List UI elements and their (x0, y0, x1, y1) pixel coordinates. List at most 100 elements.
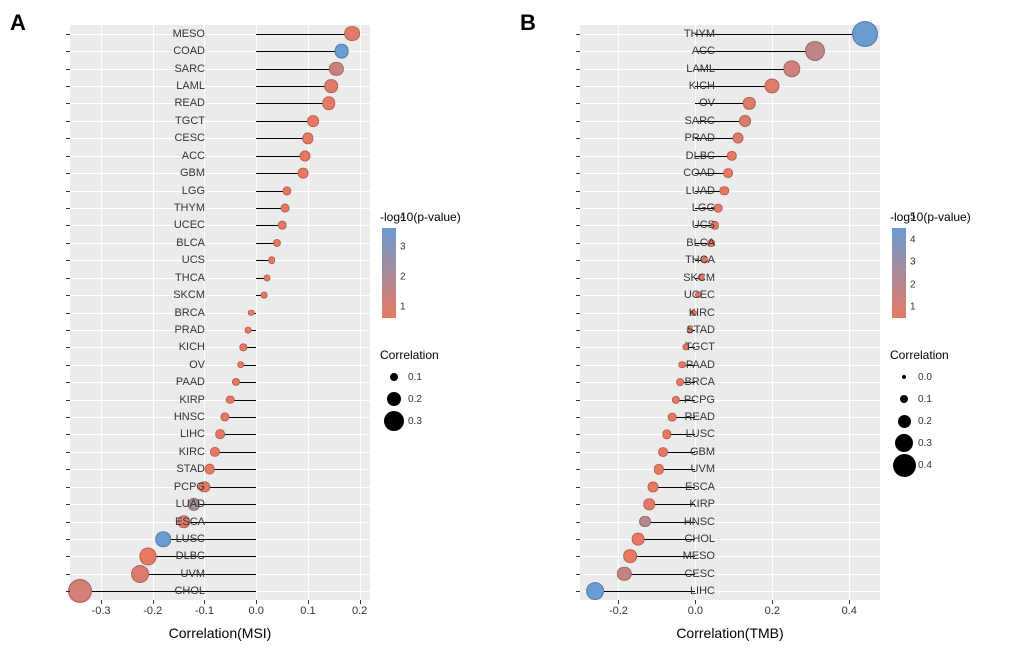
lollipop-stem (256, 138, 308, 139)
category-label: KIRP (145, 394, 205, 406)
category-label: LGG (655, 202, 715, 214)
lollipop-dot (765, 78, 780, 93)
lollipop-dot (278, 221, 287, 230)
lollipop-dot (732, 133, 743, 144)
category-label: BRCA (655, 376, 715, 388)
category-label: KIRP (655, 498, 715, 510)
legend-size-title: Correlation (890, 348, 1010, 362)
lollipop-dot (210, 447, 220, 457)
x-tick-label: -0.2 (143, 605, 162, 617)
legend-size-item: 0.2 (380, 388, 500, 410)
category-label: BRCA (145, 307, 205, 319)
category-label: UCS (145, 254, 205, 266)
category-label: READ (145, 97, 205, 109)
lollipop-dot (344, 26, 360, 42)
category-label: KICH (655, 80, 715, 92)
lollipop-stem (204, 487, 256, 488)
lollipop-dot (723, 168, 733, 178)
category-label: ESCA (655, 481, 715, 493)
category-label: PRAD (145, 324, 205, 336)
panel-a-plot-area (70, 25, 370, 600)
category-label: THCA (655, 254, 715, 266)
lollipop-dot (240, 344, 247, 351)
lollipop-stem (256, 69, 336, 70)
lollipop-dot (714, 204, 723, 213)
category-label: SARC (145, 63, 205, 75)
category-label: ACC (655, 45, 715, 57)
lollipop-dot (324, 79, 338, 93)
x-tick-label: 0.0 (688, 605, 703, 617)
category-label: LUAD (145, 498, 205, 510)
category-label: CHOL (145, 585, 205, 597)
x-tick-label: -0.1 (195, 605, 214, 617)
category-label: READ (655, 411, 715, 423)
category-label: MESO (655, 550, 715, 562)
legend-size-label: 0.3 (918, 438, 932, 449)
legend-size-label: 0.1 (918, 394, 932, 405)
lollipop-dot (226, 395, 235, 404)
legend-color-tick: 4 (400, 212, 406, 223)
category-label: HNSC (655, 516, 715, 528)
panel-b-legend: -log10(p-value)12345Correlation0.00.10.2… (890, 210, 1010, 476)
lollipop-dot (68, 579, 92, 603)
legend-size-item: 0.1 (890, 388, 1010, 410)
legend-size-item: 0.3 (890, 432, 1010, 454)
category-label: UCEC (145, 219, 205, 231)
lollipop-dot (727, 151, 737, 161)
category-label: DLBC (655, 150, 715, 162)
legend-size-dot (898, 415, 911, 428)
category-label: LAML (145, 80, 205, 92)
legend-size-dot (895, 434, 913, 452)
lollipop-dot (586, 582, 604, 600)
lollipop-dot (617, 567, 631, 581)
panel-a-x-title: Correlation(MSI) (70, 625, 370, 641)
lollipop-dot (631, 533, 644, 546)
legend-color-tick: 3 (910, 257, 916, 268)
category-label: LUSC (145, 533, 205, 545)
panel-b-label: B (520, 10, 536, 36)
lollipop-stem (256, 121, 313, 122)
lollipop-dot (623, 550, 637, 564)
category-label: STAD (655, 324, 715, 336)
category-label: GBM (655, 446, 715, 458)
legend-size-dot (390, 373, 398, 381)
legend-color-tick: 2 (400, 272, 406, 283)
lollipop-dot (297, 168, 308, 179)
lollipop-stem (215, 452, 256, 453)
category-label: UVM (145, 568, 205, 580)
panel-b-plot-area (580, 25, 880, 600)
legend-size-title: Correlation (380, 348, 500, 362)
legend-size-dot (387, 392, 401, 406)
lollipop-stem (256, 51, 341, 52)
legend-color-tick: 1 (400, 302, 406, 313)
category-label: ESCA (145, 516, 205, 528)
category-label: MESO (145, 28, 205, 40)
legend-size-label: 0.1 (408, 372, 422, 383)
category-label: CESC (655, 568, 715, 580)
panel-a-legend: -log10(p-value)1234Correlation0.10.20.3 (380, 210, 500, 432)
lollipop-dot (307, 115, 319, 127)
x-tick-label: 0.0 (249, 605, 264, 617)
category-label: LUAD (655, 185, 715, 197)
lollipop-stem (695, 34, 864, 35)
lollipop-dot (245, 327, 252, 334)
category-label: KICH (145, 341, 205, 353)
category-label: OV (145, 359, 205, 371)
lollipop-dot (805, 41, 825, 61)
legend-colorbar: 12345 (892, 228, 906, 318)
lollipop-dot (743, 97, 755, 109)
lollipop-dot (739, 115, 751, 127)
lollipop-dot (268, 256, 276, 264)
lollipop-dot (639, 516, 651, 528)
legend-color-title: -log10(p-value) (890, 210, 1010, 224)
legend-size-item: 0.3 (380, 410, 500, 432)
category-label: SARC (655, 115, 715, 127)
lollipop-dot (263, 274, 270, 281)
lollipop-dot (852, 21, 878, 47)
category-label: KIRC (145, 446, 205, 458)
x-tick-label: 0.1 (300, 605, 315, 617)
legend-size-label: 0.4 (918, 460, 932, 471)
legend-size-label: 0.2 (918, 416, 932, 427)
category-label: SKCM (655, 272, 715, 284)
category-label: BLCA (655, 237, 715, 249)
